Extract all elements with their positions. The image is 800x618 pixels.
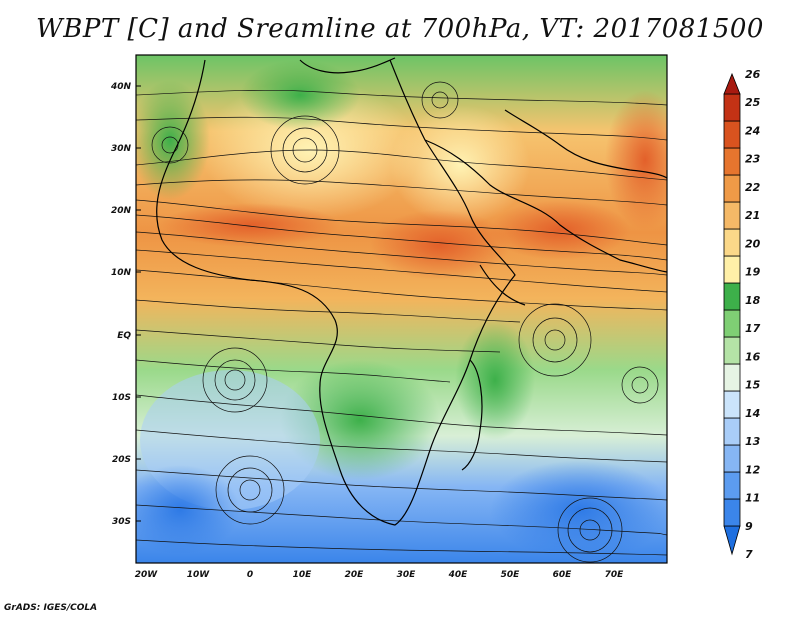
colorbar-label: 7 — [745, 548, 753, 561]
colorbar-label: 13 — [745, 435, 761, 448]
lat-ticks — [136, 85, 141, 522]
colorbar-bin — [723, 228, 741, 257]
colorbar-label: 19 — [745, 266, 761, 279]
colorbar-label: 9 — [745, 520, 753, 533]
colorbar-bin — [723, 174, 741, 203]
colorbar-label: 24 — [745, 124, 760, 137]
lat-label: 20N — [111, 206, 132, 216]
colorbar-bin — [723, 201, 741, 230]
colorbar-label: 18 — [745, 294, 761, 307]
lon-axis: 20W 10W 0 10E 20E 30E 40E 50E 60E 70E — [135, 570, 624, 580]
lat-label: 20S — [112, 455, 131, 465]
streamlines — [136, 81, 667, 563]
colorbar-bin — [723, 282, 741, 311]
lat-label: 30S — [112, 517, 131, 527]
colorbar-label: 23 — [745, 153, 761, 166]
chart-title: WBPT [C] and Sreamline at 700hPa, VT: 20… — [36, 14, 764, 44]
colorbar-label: 25 — [745, 96, 761, 109]
lat-label: EQ — [117, 331, 131, 341]
lon-label: 70E — [605, 570, 625, 580]
colorbar-label: 11 — [745, 492, 760, 505]
colorbar: 7 9 11 12 13 14 15 16 17 18 19 20 21 22 23 24 25 26 — [723, 68, 761, 561]
map-frame — [135, 54, 668, 564]
colorbar-bin — [723, 93, 741, 122]
colorbar-bin — [723, 147, 741, 176]
colorbar-bin — [723, 444, 741, 473]
colorbar-label: 15 — [745, 379, 761, 392]
colorbar-label: 20 — [745, 237, 761, 250]
lon-label: 0 — [247, 570, 253, 580]
colorbar-label: 16 — [745, 350, 761, 363]
colorbar-label: 17 — [745, 322, 761, 335]
lat-label: 40N — [110, 82, 132, 92]
colorbar-bin — [723, 471, 741, 500]
colorbar-bin — [723, 255, 741, 284]
colorbar-bin — [723, 336, 741, 365]
lon-label: 20W — [135, 570, 159, 580]
colorbar-label: 26 — [745, 68, 761, 81]
colorbar-bin — [723, 72, 741, 95]
colorbar-bin — [723, 498, 741, 527]
lat-label: 10N — [111, 268, 132, 278]
colorbar-bin — [723, 120, 741, 149]
lon-label: 10E — [293, 570, 313, 580]
colorbar-bin — [723, 525, 741, 556]
colorbar-bin — [723, 417, 741, 446]
lon-label: 10W — [187, 570, 211, 580]
lon-label: 40E — [448, 570, 469, 580]
wbpt-field — [136, 55, 667, 563]
colorbar-label: 22 — [745, 181, 761, 194]
colorbar-bin — [723, 390, 741, 419]
colorbar-bin — [723, 309, 741, 338]
lat-axis: 40N 30N 20N 10N EQ 10S 20S 30S — [110, 82, 132, 527]
colorbar-label: 14 — [745, 407, 760, 420]
colorbar-label: 21 — [745, 209, 760, 222]
lon-label: 30E — [397, 570, 417, 580]
lon-label: 20E — [345, 570, 365, 580]
grads-credit: GrADS: IGES/COLA — [4, 603, 98, 613]
lat-label: 30N — [111, 144, 132, 154]
lon-label: 60E — [553, 570, 573, 580]
colorbar-label: 12 — [745, 463, 761, 476]
coastlines — [156, 57, 667, 526]
lat-label: 10S — [112, 393, 131, 403]
colorbar-bin — [723, 363, 741, 392]
lon-label: 50E — [501, 570, 521, 580]
